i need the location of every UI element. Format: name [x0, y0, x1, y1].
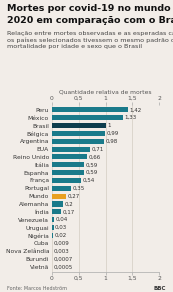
Text: 0,02: 0,02	[54, 233, 67, 238]
Text: 0,54: 0,54	[83, 178, 95, 183]
Bar	[52, 147, 90, 152]
Text: 0,0007: 0,0007	[54, 256, 73, 262]
Bar	[52, 107, 128, 112]
Text: 0,2: 0,2	[64, 201, 73, 206]
Text: 0,003: 0,003	[54, 249, 69, 254]
Text: 0,0005: 0,0005	[53, 264, 73, 269]
Bar	[52, 139, 104, 144]
Text: 1,33: 1,33	[125, 115, 137, 120]
Bar	[52, 170, 84, 175]
Bar	[52, 186, 71, 191]
Bar	[52, 217, 54, 222]
Text: 0,99: 0,99	[107, 131, 119, 136]
Text: 0,98: 0,98	[106, 139, 118, 144]
Text: 0,59: 0,59	[85, 162, 97, 167]
Text: 1: 1	[107, 123, 111, 128]
Text: 0,59: 0,59	[85, 170, 97, 175]
Text: 0,009: 0,009	[54, 241, 70, 246]
Text: 0,03: 0,03	[55, 225, 67, 230]
Bar	[52, 201, 63, 207]
Bar	[52, 225, 53, 230]
Text: 1,42: 1,42	[130, 107, 142, 112]
Bar	[52, 233, 53, 238]
Text: BBC: BBC	[154, 286, 166, 291]
Text: Relação entre mortes observadas e as esperadas caso
os países selecionados tives: Relação entre mortes observadas e as esp…	[7, 31, 173, 49]
Bar	[52, 209, 61, 214]
Text: Mortes por covid-19 no mundo em
2020 em comparação com o Brasil: Mortes por covid-19 no mundo em 2020 em …	[7, 4, 173, 25]
Bar	[52, 154, 87, 159]
Bar	[52, 194, 66, 199]
X-axis label: Quantidade relativa de mortes: Quantidade relativa de mortes	[59, 89, 152, 94]
Text: 0,27: 0,27	[68, 194, 80, 199]
Bar	[52, 115, 123, 120]
Bar	[52, 178, 81, 183]
Text: 0,17: 0,17	[63, 209, 75, 214]
Text: 0,35: 0,35	[72, 186, 85, 191]
Text: 0,66: 0,66	[89, 154, 101, 159]
Bar	[52, 131, 105, 136]
Text: 0,71: 0,71	[92, 147, 104, 152]
Bar	[52, 162, 84, 167]
Bar	[52, 123, 106, 128]
Text: 0,04: 0,04	[56, 217, 68, 222]
Text: Fonte: Marcos Hedström: Fonte: Marcos Hedström	[7, 286, 67, 291]
